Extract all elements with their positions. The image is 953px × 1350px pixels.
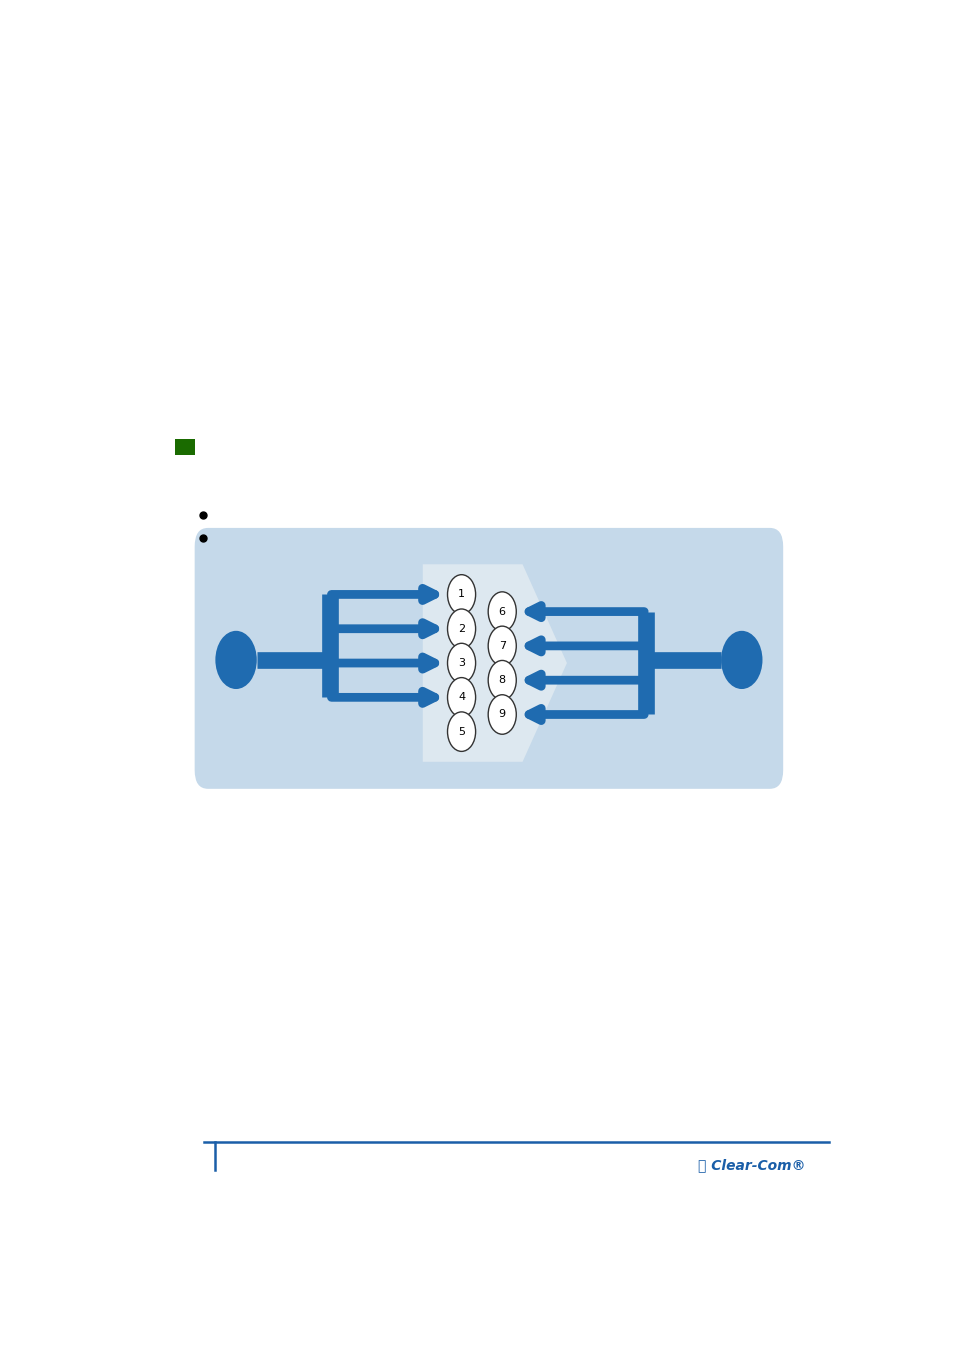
Circle shape bbox=[488, 591, 516, 632]
Circle shape bbox=[447, 678, 476, 717]
Text: Ⓒ Clear-Com®: Ⓒ Clear-Com® bbox=[697, 1158, 804, 1172]
Circle shape bbox=[488, 695, 516, 734]
Circle shape bbox=[720, 630, 761, 688]
Text: 6: 6 bbox=[498, 606, 505, 617]
Circle shape bbox=[488, 626, 516, 666]
Circle shape bbox=[215, 630, 256, 688]
Circle shape bbox=[447, 644, 476, 683]
Circle shape bbox=[447, 711, 476, 752]
Text: 9: 9 bbox=[498, 710, 505, 720]
Text: 5: 5 bbox=[457, 726, 464, 737]
Text: 4: 4 bbox=[457, 693, 465, 702]
Text: 3: 3 bbox=[457, 657, 464, 668]
Circle shape bbox=[447, 609, 476, 648]
FancyBboxPatch shape bbox=[194, 528, 782, 788]
Polygon shape bbox=[422, 564, 566, 761]
Text: 2: 2 bbox=[457, 624, 465, 633]
Circle shape bbox=[447, 575, 476, 614]
Bar bbox=[174, 439, 195, 455]
Text: 8: 8 bbox=[498, 675, 505, 686]
Circle shape bbox=[488, 660, 516, 699]
Text: 7: 7 bbox=[498, 641, 505, 651]
Text: 1: 1 bbox=[457, 590, 464, 599]
